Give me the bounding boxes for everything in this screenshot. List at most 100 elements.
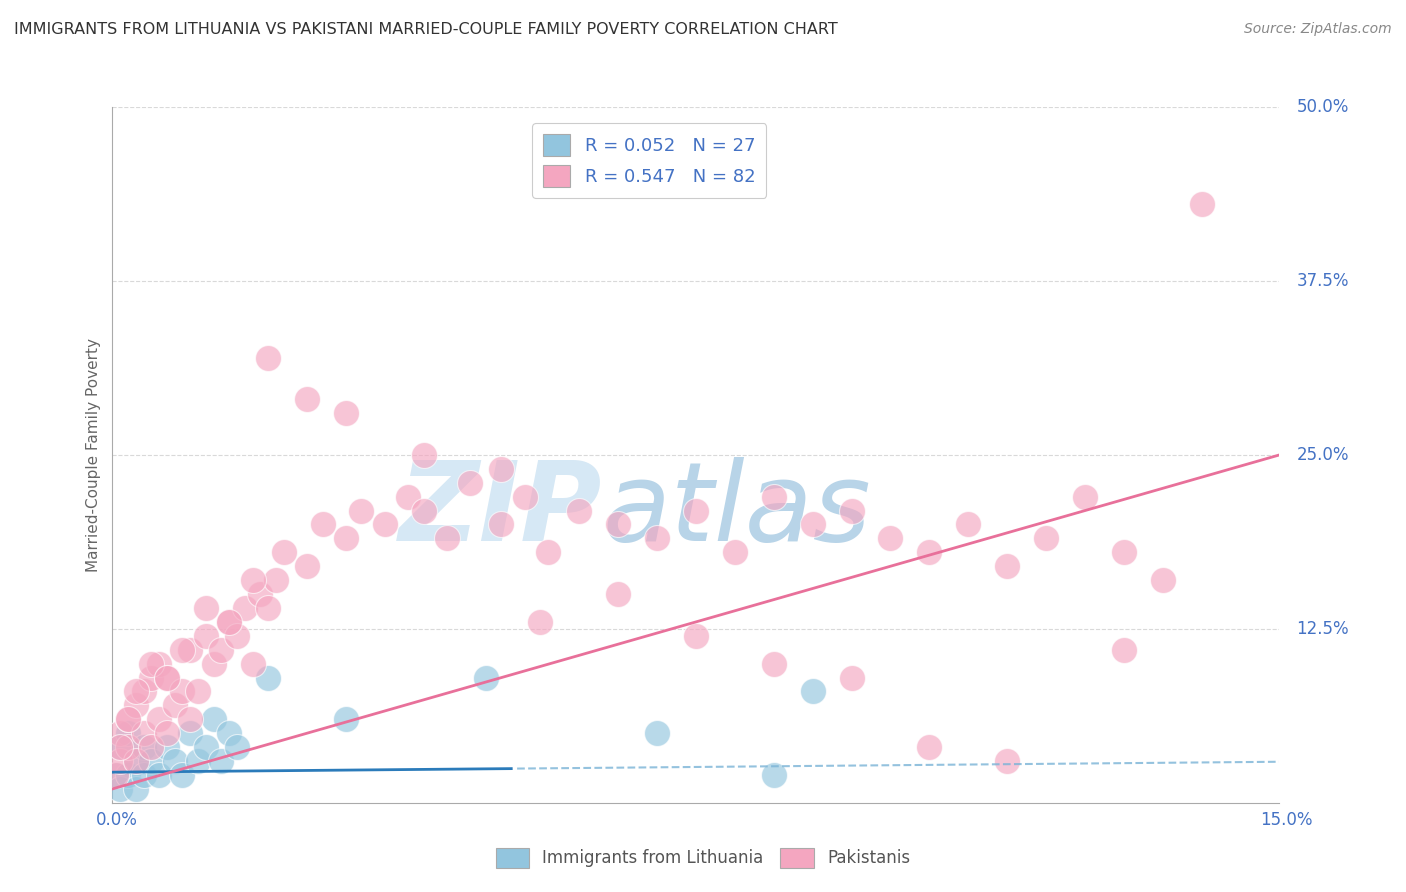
Point	[460, 475, 482, 490]
Point	[132, 768, 155, 782]
Point	[513, 490, 536, 504]
Point	[163, 754, 186, 768]
Point	[335, 406, 357, 420]
Point	[226, 740, 249, 755]
Point	[209, 754, 232, 768]
Legend: R = 0.052   N = 27, R = 0.547   N = 82: R = 0.052 N = 27, R = 0.547 N = 82	[533, 123, 766, 198]
Point	[110, 740, 132, 755]
Point	[156, 671, 179, 685]
Point	[218, 615, 240, 629]
Text: IMMIGRANTS FROM LITHUANIA VS PAKISTANI MARRIED-COUPLE FAMILY POVERTY CORRELATION: IMMIGRANTS FROM LITHUANIA VS PAKISTANI M…	[14, 22, 838, 37]
Point	[202, 657, 225, 671]
Point	[132, 740, 155, 755]
Point	[179, 726, 201, 740]
Point	[645, 726, 668, 740]
Point	[350, 503, 373, 517]
Point	[132, 726, 155, 740]
Point	[685, 629, 707, 643]
Point	[311, 517, 333, 532]
Point	[105, 768, 128, 782]
Point	[918, 545, 941, 559]
Point	[156, 671, 179, 685]
Point	[132, 684, 155, 698]
Point	[117, 726, 139, 740]
Point	[273, 545, 295, 559]
Point	[607, 517, 630, 532]
Point	[995, 559, 1018, 574]
Point	[187, 754, 209, 768]
Legend: Immigrants from Lithuania, Pakistanis: Immigrants from Lithuania, Pakistanis	[489, 841, 917, 875]
Point	[801, 684, 824, 698]
Point	[105, 768, 128, 782]
Point	[125, 781, 148, 796]
Point	[117, 712, 139, 726]
Point	[374, 517, 396, 532]
Point	[194, 740, 217, 755]
Point	[172, 684, 194, 698]
Point	[335, 532, 357, 546]
Point	[233, 601, 256, 615]
Point	[218, 615, 240, 629]
Text: 25.0%: 25.0%	[1296, 446, 1348, 464]
Point	[141, 740, 163, 755]
Point	[918, 740, 941, 755]
Point	[172, 642, 194, 657]
Text: atlas: atlas	[603, 457, 872, 564]
Point	[117, 740, 139, 755]
Point	[879, 532, 901, 546]
Point	[110, 781, 132, 796]
Text: 50.0%: 50.0%	[1296, 98, 1348, 116]
Point	[257, 671, 280, 685]
Point	[257, 601, 280, 615]
Point	[1112, 642, 1135, 657]
Point	[801, 517, 824, 532]
Point	[148, 768, 170, 782]
Point	[1191, 197, 1213, 211]
Point	[141, 671, 163, 685]
Point	[645, 532, 668, 546]
Text: 0.0%: 0.0%	[96, 811, 138, 829]
Y-axis label: Married-Couple Family Poverty: Married-Couple Family Poverty	[86, 338, 101, 572]
Point	[1152, 573, 1174, 587]
Point	[117, 712, 139, 726]
Point	[257, 351, 280, 365]
Point	[1074, 490, 1097, 504]
Point	[110, 726, 132, 740]
Point	[249, 587, 271, 601]
Point	[125, 698, 148, 713]
Point	[179, 642, 201, 657]
Text: Source: ZipAtlas.com: Source: ZipAtlas.com	[1244, 22, 1392, 37]
Point	[491, 517, 513, 532]
Point	[110, 740, 132, 755]
Point	[194, 629, 217, 643]
Point	[685, 503, 707, 517]
Point	[141, 657, 163, 671]
Point	[436, 532, 458, 546]
Point	[412, 503, 434, 517]
Text: 37.5%: 37.5%	[1296, 272, 1348, 290]
Point	[156, 740, 179, 755]
Point	[295, 392, 318, 407]
Text: ZIP: ZIP	[399, 457, 603, 564]
Point	[187, 684, 209, 698]
Point	[396, 490, 419, 504]
Point	[762, 490, 785, 504]
Point	[335, 712, 357, 726]
Point	[141, 754, 163, 768]
Point	[242, 657, 264, 671]
Point	[995, 754, 1018, 768]
Point	[172, 768, 194, 782]
Point	[537, 545, 560, 559]
Point	[125, 754, 148, 768]
Text: 15.0%: 15.0%	[1260, 811, 1313, 829]
Point	[762, 657, 785, 671]
Point	[125, 684, 148, 698]
Point	[179, 712, 201, 726]
Point	[607, 587, 630, 601]
Point	[194, 601, 217, 615]
Point	[724, 545, 747, 559]
Point	[1112, 545, 1135, 559]
Point	[1035, 532, 1057, 546]
Point	[412, 448, 434, 462]
Point	[242, 573, 264, 587]
